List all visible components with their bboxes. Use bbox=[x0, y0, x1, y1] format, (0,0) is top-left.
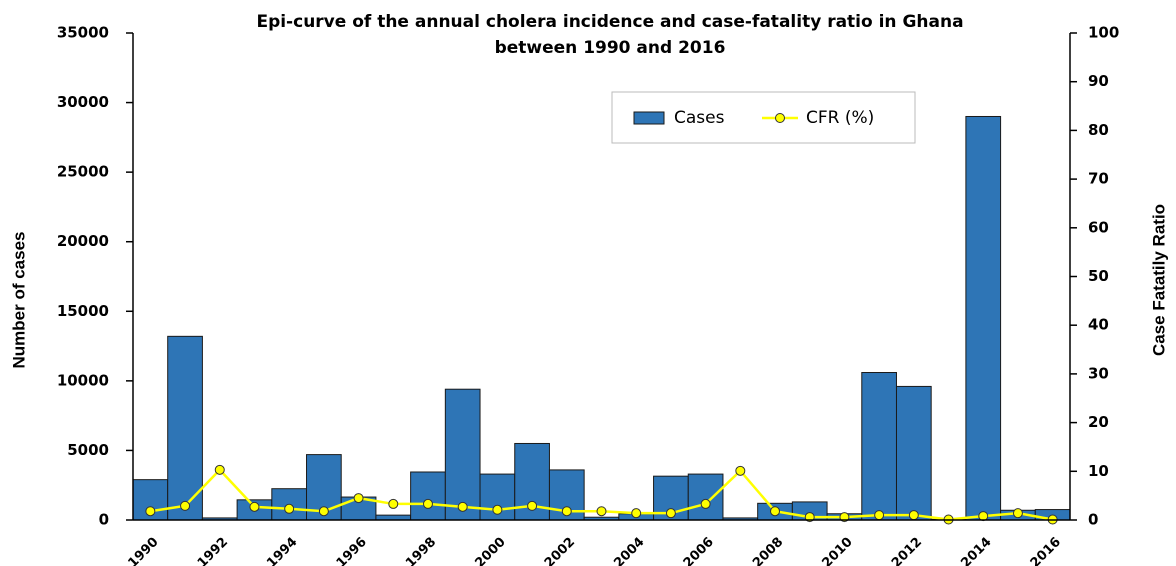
y-tick-label: 30000 bbox=[57, 93, 109, 111]
y-axis-label: Number of cases bbox=[9, 232, 28, 369]
y2-tick-label: 100 bbox=[1088, 24, 1119, 42]
x-tick-label: 2004 bbox=[611, 535, 647, 566]
bar bbox=[861, 372, 897, 521]
y2-tick-label: 30 bbox=[1088, 364, 1109, 382]
x-tick-label: 1996 bbox=[334, 535, 370, 566]
marker bbox=[561, 506, 572, 517]
bar bbox=[410, 471, 446, 521]
x-tick-label: 1990 bbox=[125, 535, 161, 566]
bar bbox=[895, 385, 932, 521]
marker bbox=[631, 508, 642, 519]
marker bbox=[284, 503, 295, 514]
marker bbox=[318, 506, 329, 517]
x-tick-label: 1994 bbox=[264, 535, 300, 566]
marker bbox=[527, 500, 538, 511]
y-tick-label: 20000 bbox=[57, 232, 109, 250]
y2-tick-label: 90 bbox=[1088, 72, 1109, 90]
y2-tick-label: 40 bbox=[1088, 316, 1109, 334]
x-tick-label: 2016 bbox=[1028, 535, 1064, 566]
x-tick-label: 2010 bbox=[820, 535, 856, 566]
x-tick-label: 2002 bbox=[542, 535, 578, 566]
y2-axis-label: Case Fatatily Ratio bbox=[1149, 204, 1168, 356]
legend-label: CFR (%) bbox=[806, 108, 874, 128]
y-tick-label: 10000 bbox=[57, 371, 109, 389]
bar bbox=[444, 388, 481, 521]
legend-swatch bbox=[633, 111, 665, 125]
y-tick-label: 0 bbox=[99, 511, 109, 529]
y2-tick-label: 70 bbox=[1088, 170, 1109, 188]
y2-tick-label: 50 bbox=[1088, 267, 1109, 285]
marker bbox=[353, 493, 364, 504]
marker bbox=[457, 501, 468, 512]
marker bbox=[735, 465, 746, 476]
chart-title: Epi-curve of the annual cholera incidenc… bbox=[256, 12, 963, 32]
marker bbox=[388, 498, 399, 509]
chart-title: between 1990 and 2016 bbox=[495, 38, 726, 58]
marker bbox=[770, 506, 781, 517]
x-tick-label: 2014 bbox=[958, 535, 994, 566]
marker bbox=[180, 500, 191, 511]
marker bbox=[908, 510, 919, 521]
marker bbox=[145, 506, 156, 517]
marker bbox=[492, 504, 503, 515]
y-tick-label: 15000 bbox=[57, 302, 109, 320]
y2-tick-label: 10 bbox=[1088, 462, 1109, 480]
bar bbox=[965, 115, 1002, 521]
y2-tick-label: 20 bbox=[1088, 413, 1109, 431]
bar bbox=[167, 335, 203, 521]
y-tick-label: 35000 bbox=[57, 24, 109, 42]
marker bbox=[700, 498, 711, 509]
x-tick-label: 2000 bbox=[472, 535, 508, 566]
marker bbox=[1012, 508, 1023, 519]
marker bbox=[596, 506, 607, 517]
marker bbox=[249, 501, 260, 512]
x-tick-label: 1998 bbox=[403, 535, 439, 566]
y-tick-label: 5000 bbox=[67, 441, 109, 459]
marker bbox=[665, 508, 676, 519]
marker bbox=[874, 510, 885, 521]
y2-tick-label: 0 bbox=[1088, 511, 1098, 529]
bar bbox=[687, 473, 724, 521]
marker bbox=[422, 498, 433, 509]
x-tick-label: 1992 bbox=[195, 535, 231, 566]
x-tick-label: 2012 bbox=[889, 535, 925, 566]
legend-label: Cases bbox=[674, 108, 725, 128]
y2-tick-label: 80 bbox=[1088, 121, 1109, 139]
y-tick-label: 25000 bbox=[57, 163, 109, 181]
y2-tick-label: 60 bbox=[1088, 218, 1109, 236]
x-tick-label: 2008 bbox=[750, 535, 786, 566]
legend-marker bbox=[775, 113, 785, 123]
marker bbox=[214, 464, 225, 475]
x-tick-label: 2006 bbox=[681, 535, 717, 566]
